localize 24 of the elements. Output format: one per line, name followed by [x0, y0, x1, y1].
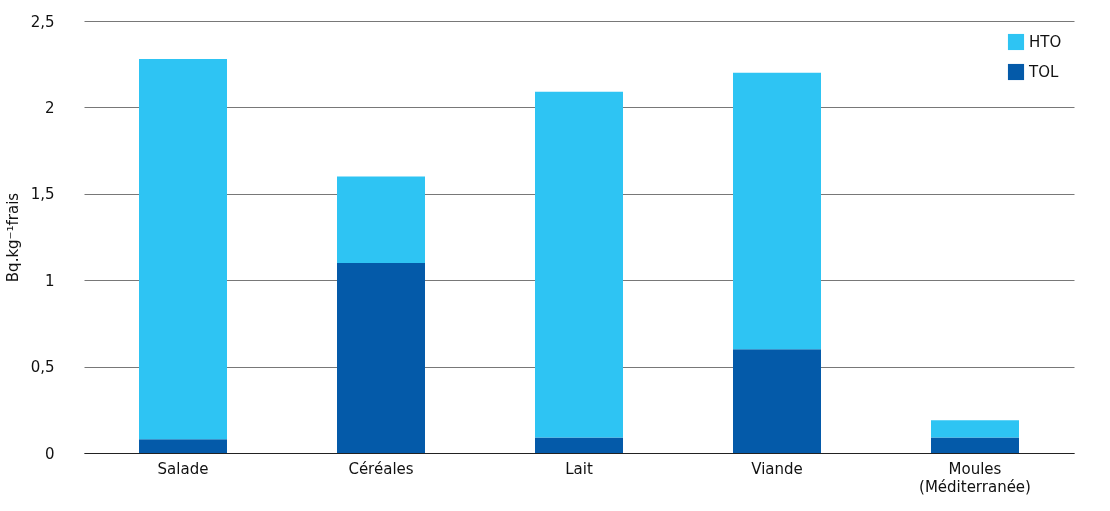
bar — [535, 437, 623, 453]
bar — [337, 262, 425, 453]
bar — [337, 176, 425, 263]
bar — [733, 349, 821, 453]
bar — [733, 72, 821, 350]
x-tick-label: Céréales — [348, 459, 414, 478]
bar — [931, 437, 1019, 453]
y-tick-label: 0,5 — [30, 358, 55, 377]
y-tick-label: 2,5 — [30, 12, 55, 31]
x-tick-label: Viande — [751, 459, 803, 478]
y-tick-label: 1,5 — [30, 185, 55, 204]
bar — [139, 439, 227, 453]
bar — [139, 59, 227, 440]
x-tick-label: Moules (Méditerranée) — [919, 459, 1031, 496]
y-tick-label: 1 — [44, 271, 55, 290]
y-axis-title: Bq.kg⁻¹frais — [3, 192, 22, 283]
x-tick-label: Salade — [157, 459, 209, 478]
y-tick-label: 2 — [44, 98, 55, 117]
bar — [535, 91, 623, 438]
legend-label: TOL — [1028, 63, 1059, 81]
bar — [931, 420, 1019, 438]
x-tick-label: Lait — [565, 459, 593, 478]
y-tick-label: 0 — [44, 444, 55, 463]
legend-label: HTO — [1029, 33, 1062, 51]
